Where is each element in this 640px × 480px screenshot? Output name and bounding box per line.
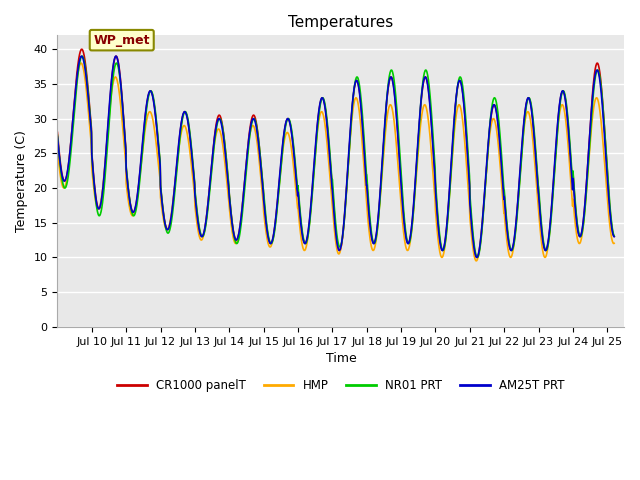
HMP	[376, 207, 383, 213]
NR01 PRT	[242, 174, 250, 180]
CR1000 panelT	[311, 153, 319, 159]
CR1000 panelT	[376, 203, 383, 209]
CR1000 panelT	[611, 234, 618, 240]
AM25T PRT	[376, 201, 383, 206]
AM25T PRT	[504, 231, 511, 237]
NR01 PRT	[611, 233, 618, 239]
HMP	[54, 146, 61, 152]
Y-axis label: Temperature (C): Temperature (C)	[15, 130, 28, 232]
AM25T PRT	[77, 53, 85, 59]
NR01 PRT	[583, 186, 591, 192]
NR01 PRT	[464, 145, 472, 151]
Line: NR01 PRT: NR01 PRT	[58, 56, 614, 257]
AM25T PRT	[54, 134, 61, 140]
X-axis label: Time: Time	[326, 352, 356, 365]
Line: CR1000 panelT: CR1000 panelT	[58, 49, 614, 257]
AM25T PRT	[473, 254, 481, 260]
HMP	[311, 156, 319, 161]
AM25T PRT	[311, 151, 319, 156]
HMP	[583, 186, 591, 192]
HMP	[504, 242, 511, 248]
CR1000 panelT	[54, 130, 61, 135]
Text: WP_met: WP_met	[93, 34, 150, 47]
NR01 PRT	[78, 53, 86, 59]
NR01 PRT	[504, 226, 511, 232]
Line: HMP: HMP	[58, 63, 614, 261]
NR01 PRT	[376, 206, 383, 212]
HMP	[611, 240, 618, 246]
HMP	[77, 60, 85, 66]
AM25T PRT	[611, 234, 618, 240]
Line: AM25T PRT: AM25T PRT	[58, 56, 614, 257]
CR1000 panelT	[583, 179, 591, 185]
HMP	[464, 179, 472, 184]
AM25T PRT	[464, 155, 472, 161]
CR1000 panelT	[242, 166, 250, 172]
HMP	[242, 166, 250, 172]
AM25T PRT	[583, 179, 591, 184]
Title: Temperatures: Temperatures	[288, 15, 394, 30]
CR1000 panelT	[78, 47, 86, 52]
NR01 PRT	[474, 254, 481, 260]
Legend: CR1000 panelT, HMP, NR01 PRT, AM25T PRT: CR1000 panelT, HMP, NR01 PRT, AM25T PRT	[113, 374, 569, 396]
CR1000 panelT	[464, 153, 472, 158]
CR1000 panelT	[504, 229, 511, 235]
NR01 PRT	[54, 132, 61, 138]
NR01 PRT	[311, 157, 319, 163]
CR1000 panelT	[473, 254, 481, 260]
AM25T PRT	[242, 166, 250, 172]
HMP	[472, 258, 480, 264]
